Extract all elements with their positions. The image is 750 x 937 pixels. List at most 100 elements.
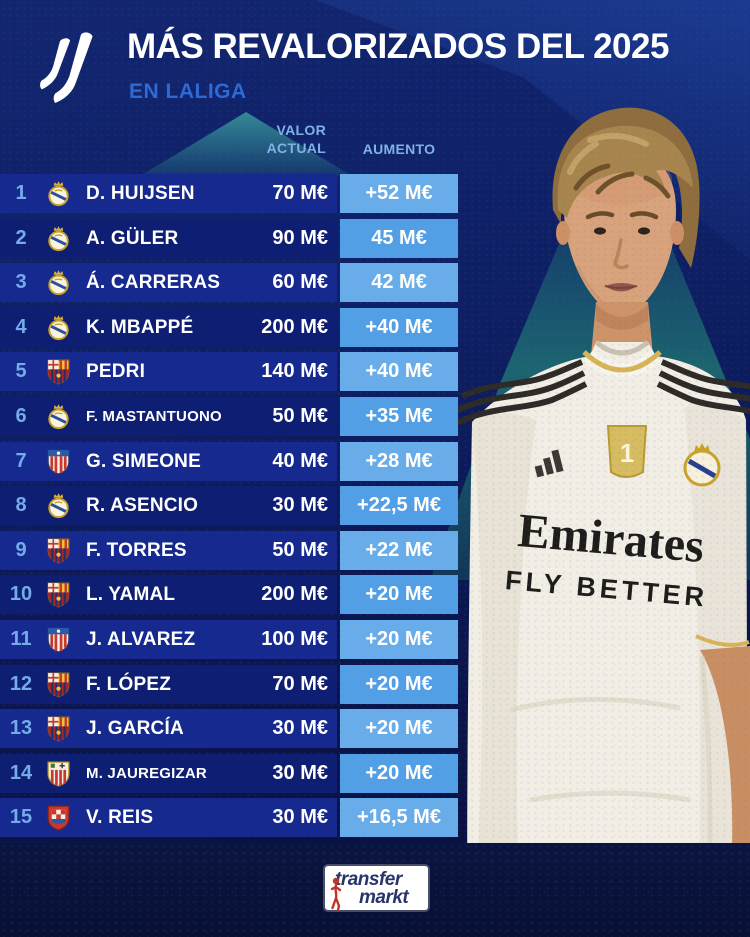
table-row: 2 A. GÜLER 90 M€ [0,219,337,258]
rank-cell: 9 [15,539,27,561]
rank-cell: 7 [15,450,27,472]
rank-cell: 1 [15,182,27,204]
current-value: 70 M€ [272,182,328,204]
value-increase: +16,5 M€ [340,798,458,837]
rank-cell: 15 [9,806,33,828]
player-name: G. SIMEONE [86,450,201,472]
value-increase: +20 M€ [340,754,458,793]
adidas-logo [534,449,564,478]
current-value: 30 M€ [272,762,328,784]
player-name: A. GÜLER [86,227,179,249]
player-name: F. TORRES [86,539,187,561]
current-value: 100 M€ [261,628,328,650]
real-madrid-crest [46,269,71,296]
athletic-club-crest [46,760,71,787]
current-value: 40 M€ [272,450,328,472]
value-increase: +22 M€ [340,531,458,570]
table-row: 15 V. REIS 30 M€ [0,798,337,837]
current-value: 50 M€ [272,405,328,427]
laliga-logo-icon [40,32,93,103]
value-increase: +20 M€ [340,620,458,659]
champion-patch: 1 [606,425,648,478]
table-row: 6 F. MASTANTUONO 50 M€ [0,397,337,436]
player-name: F. MASTANTUONO [86,408,222,425]
rank-cell: 2 [15,227,27,249]
current-value: 30 M€ [272,494,328,516]
barcelona-crest [46,671,71,698]
table-row: 8 R. ASENCIO 30 M€ [0,486,337,525]
current-value: 60 M€ [272,271,328,293]
real-madrid-crest-jersey [683,443,721,487]
barcelona-crest [46,358,71,385]
value-increase: 42 M€ [340,263,458,302]
current-value: 50 M€ [272,539,328,561]
rank-cell: 4 [15,316,27,338]
value-increase: +28 M€ [340,442,458,481]
rank-cell: 13 [9,717,33,739]
transfermarkt-player-icon [330,877,342,912]
rank-cell: 5 [15,360,27,382]
rank-cell: 12 [9,673,33,695]
rank-cell: 11 [10,628,32,650]
real-madrid-crest [46,403,71,430]
patch-number: 1 [620,438,634,468]
atletico-madrid-crest [46,626,71,653]
player-name: PEDRI [86,360,146,382]
transfermarkt-logo: transfer markt [325,866,428,912]
table-row: 12 F. LÓPEZ 70 M€ [0,665,337,704]
value-increase: +20 M€ [340,709,458,748]
value-increase: +20 M€ [340,665,458,704]
table-row: 4 K. MBAPPÉ 200 M€ [0,308,337,347]
current-value: 30 M€ [272,717,328,739]
rank-cell: 6 [15,405,27,427]
girona-crest [46,804,71,831]
column-header-valor-line2: ACTUAL [266,140,326,156]
current-value: 140 M€ [261,360,328,382]
transfermarkt-wordmark-line2: markt [359,887,409,908]
transfermarkt-wordmark-line1: transfer [335,869,402,890]
real-madrid-crest [46,492,71,519]
player-name: J. GARCÍA [86,717,184,739]
player-name: V. REIS [86,806,154,828]
real-madrid-crest [46,180,71,207]
player-name: Á. CARRERAS [86,271,221,293]
value-increase: 45 M€ [340,219,458,258]
atletico-madrid-crest [46,448,71,475]
current-value: 90 M€ [272,227,328,249]
value-increase: +52 M€ [340,174,458,213]
barcelona-crest [46,537,71,564]
value-increase: +35 M€ [340,397,458,436]
current-value: 200 M€ [261,316,328,338]
value-increase: +40 M€ [340,308,458,347]
player-name: R. ASENCIO [86,494,199,516]
page-title: MÁS REVALORIZADOS DEL 2025 [127,27,669,66]
player-name: D. HUIJSEN [86,182,195,204]
player-name: L. YAMAL [86,583,176,605]
player-name: F. LÓPEZ [86,673,171,695]
rank-cell: 8 [15,494,27,516]
value-increase: +22,5 M€ [340,486,458,525]
table-row: 9 F. TORRES 50 M€ [0,531,337,570]
table-row: 11 J. ALVAREZ 100 M€ [0,620,337,659]
column-header-valor: VALOR ACTUAL [206,121,326,157]
rank-cell: 14 [9,762,33,784]
page-subtitle: EN LALIGA [129,80,247,103]
player-name: J. ALVAREZ [86,628,196,650]
value-increase: +20 M€ [340,575,458,614]
current-value: 70 M€ [272,673,328,695]
current-value: 200 M€ [261,583,328,605]
player-name: K. MBAPPÉ [86,316,194,338]
table-row: 13 J. GARCÍA 30 M€ [0,709,337,748]
player-name: M. JAUREGIZAR [86,765,207,782]
table-row: 14 M. JAUREGIZAR 30 M€ [0,754,337,793]
column-header-aumento: AUMENTO [362,141,436,157]
rank-cell: 3 [15,271,27,293]
value-increase: +40 M€ [340,352,458,391]
current-value: 30 M€ [272,806,328,828]
table-row: 10 L. YAMAL 200 M€ [0,575,337,614]
table-row: 7 G. SIMEONE 40 M€ [0,442,337,481]
real-madrid-crest [46,225,71,252]
barcelona-crest [46,581,71,608]
